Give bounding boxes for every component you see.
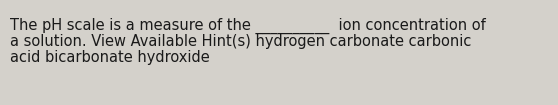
Text: The pH scale is a measure of the __________  ion concentration of: The pH scale is a measure of the _______… [10,18,486,34]
Text: a solution. View Available Hint(s) hydrogen carbonate carbonic: a solution. View Available Hint(s) hydro… [10,34,472,49]
Text: acid bicarbonate hydroxide: acid bicarbonate hydroxide [10,50,210,65]
